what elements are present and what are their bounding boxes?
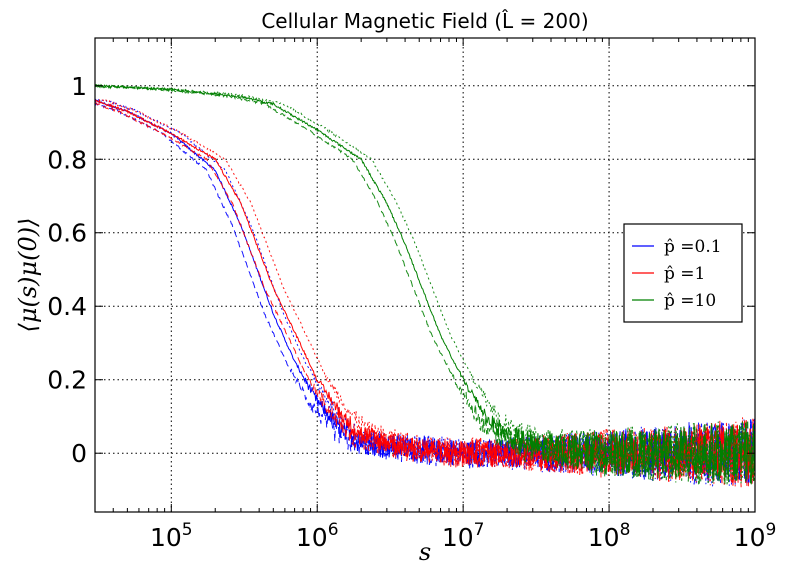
series-layer: [94, 83, 756, 488]
series-line-2-2: [94, 83, 756, 486]
x-tick-label: 109: [734, 520, 777, 552]
x-axis-label: s: [419, 538, 431, 566]
x-tick-label: 106: [296, 520, 339, 552]
legend: p̂ =0.1 p̂ =1 p̂ =10: [623, 223, 743, 323]
x-tick-label: 107: [442, 520, 485, 552]
x-tick-label: 105: [150, 520, 193, 552]
y-tick-label: 0.2: [47, 366, 87, 395]
y-tick-label: 1: [71, 72, 87, 101]
y-tick-label: 0.4: [47, 292, 87, 321]
legend-label: p̂ =0.1: [664, 237, 722, 257]
y-tick-label: 0.8: [47, 145, 87, 174]
chart-title: Cellular Magnetic Field (L̂ = 200): [261, 9, 588, 33]
x-tick-label: 108: [588, 520, 631, 552]
legend-label: p̂ =1: [664, 264, 705, 284]
plot-frame: [94, 37, 756, 513]
y-tick-label: 0: [71, 439, 87, 468]
y-tick-label: 0.6: [47, 219, 87, 248]
tick-layer: 105 106 107 108 109 0 0.2 0.4 0.6 0.8 1: [47, 38, 776, 552]
series-line-2-0: [94, 83, 756, 484]
series-line-0-1: [94, 102, 756, 485]
y-axis-label: ⟨μ(s)μ(0)⟩: [14, 218, 42, 333]
legend-label: p̂ =10: [664, 291, 716, 311]
